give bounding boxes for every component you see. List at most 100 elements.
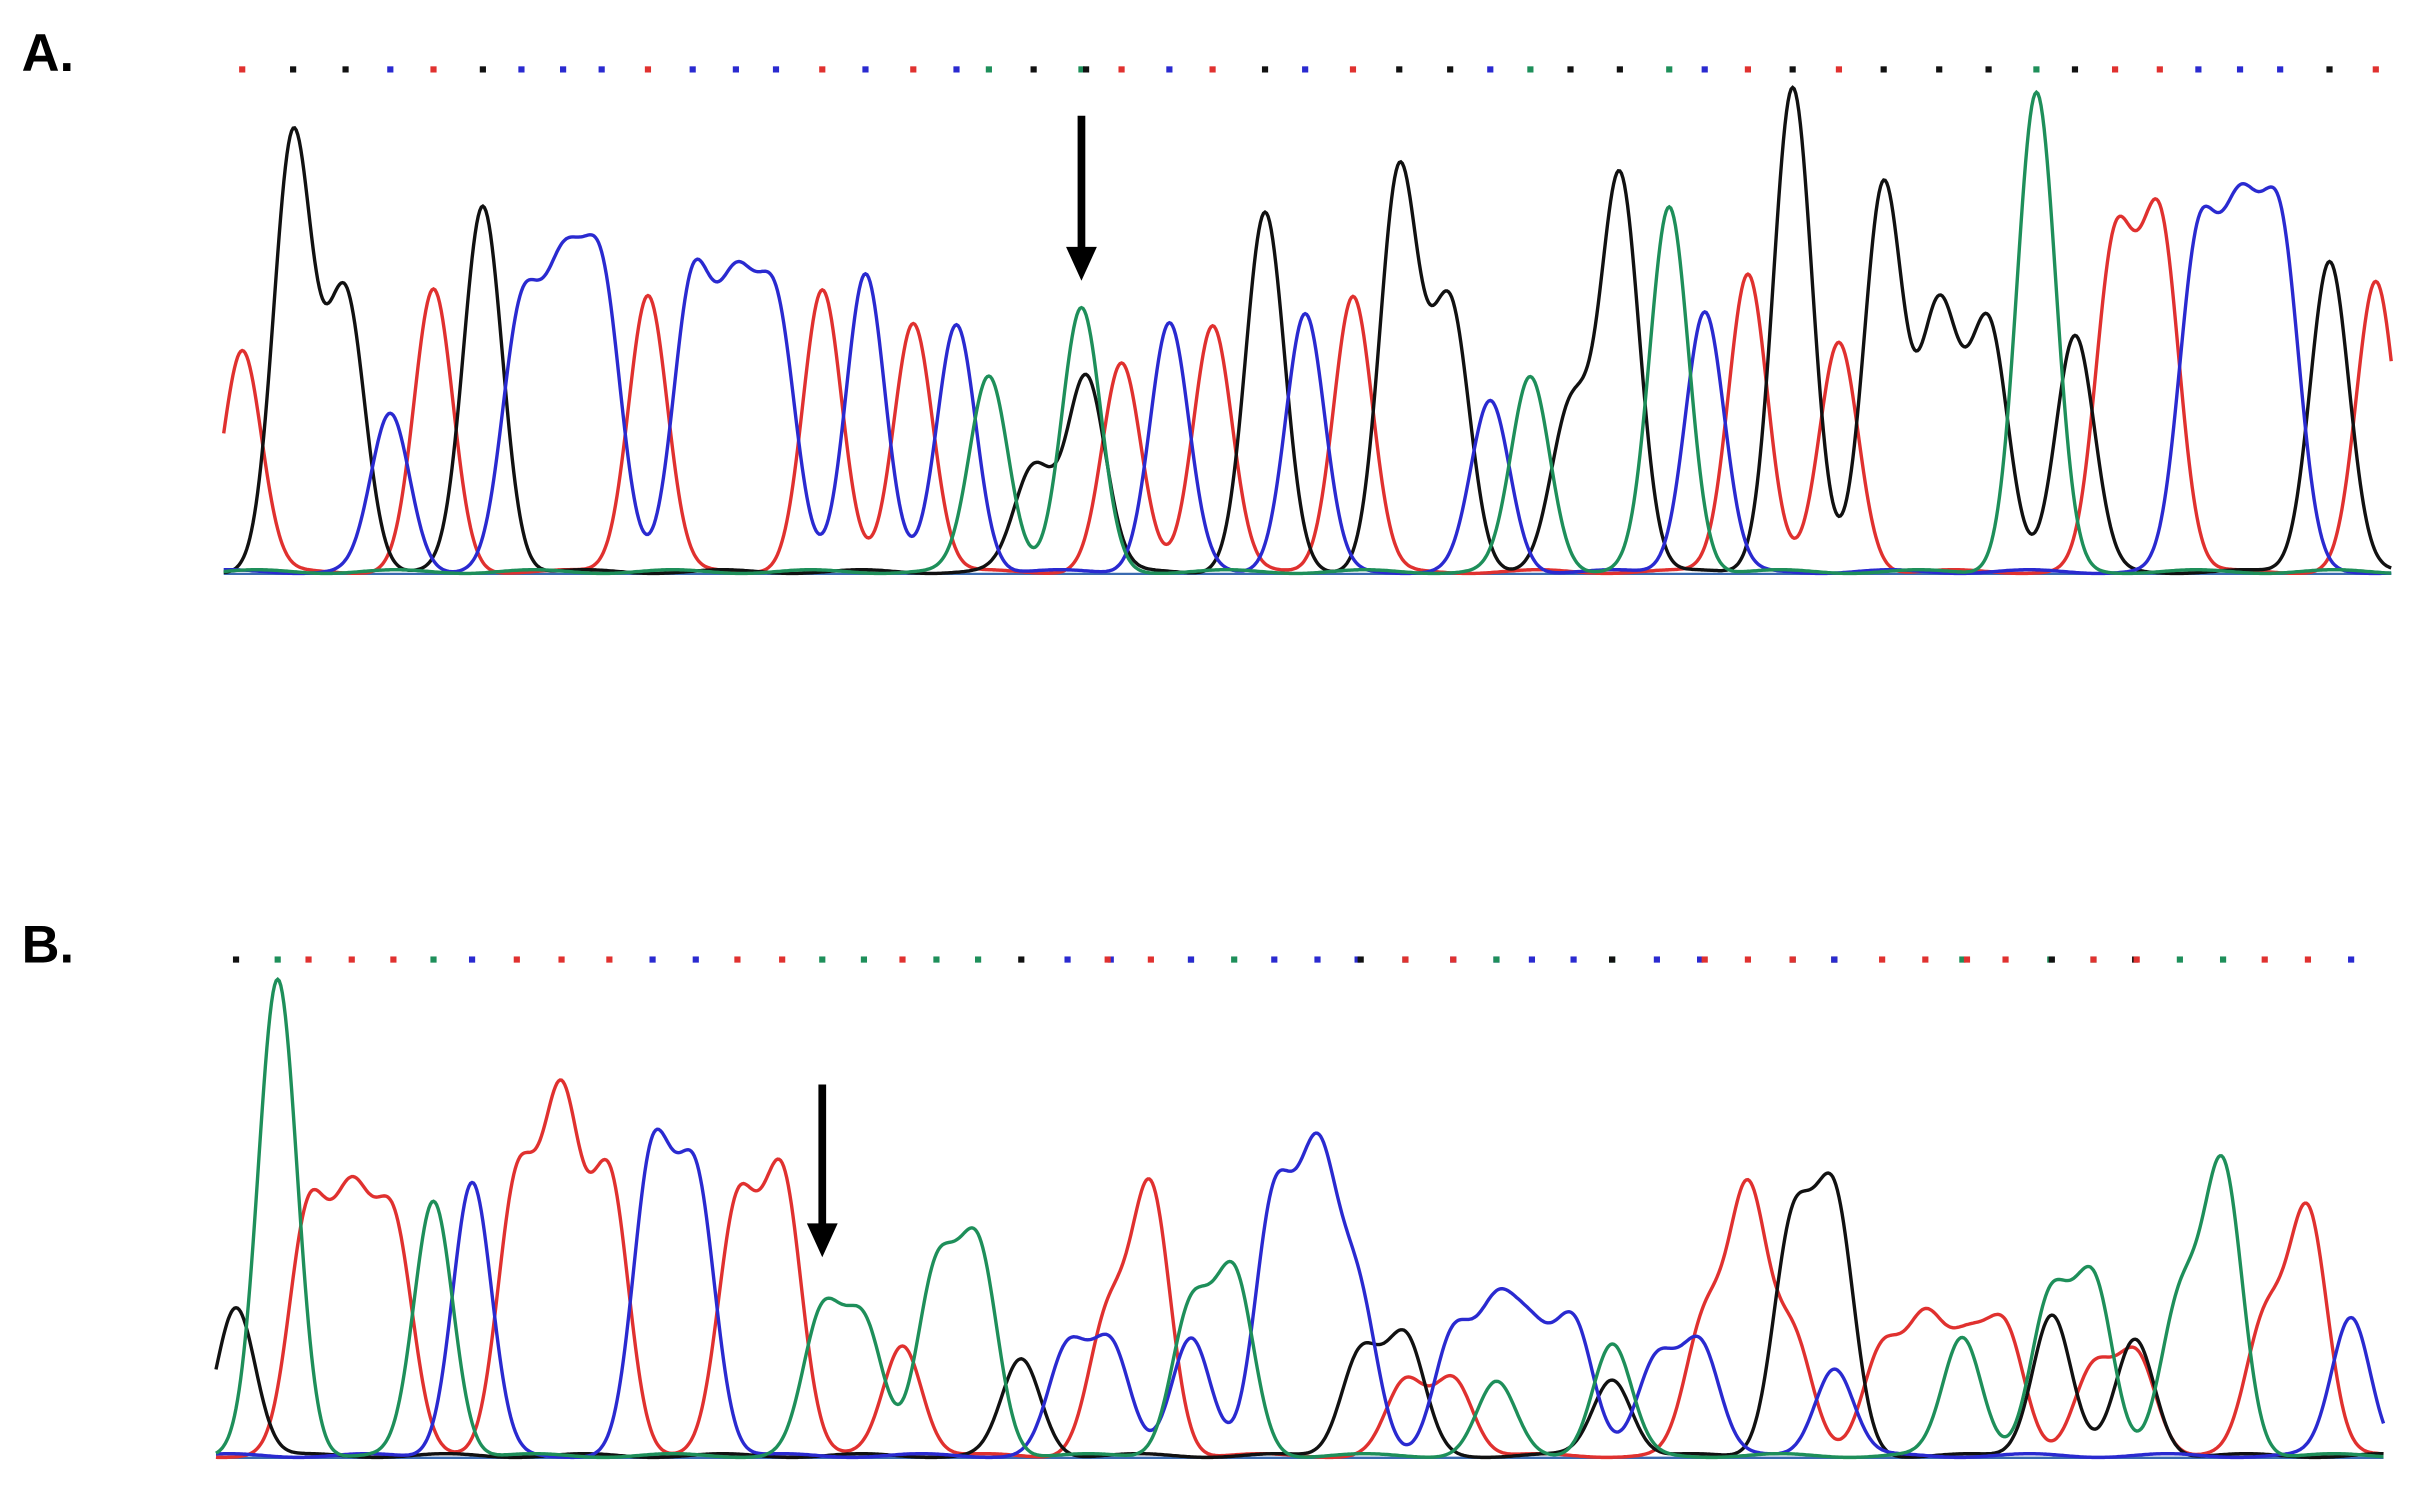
base-call	[1789, 956, 1796, 963]
base-call	[390, 956, 397, 963]
base-call	[2372, 66, 2379, 73]
panel-label: B.	[22, 917, 74, 975]
base-call	[1701, 956, 1708, 963]
trace-panel-a	[222, 66, 2393, 576]
trace	[215, 976, 2384, 1460]
base-call	[819, 956, 826, 963]
base-call	[2156, 66, 2163, 73]
base-call	[560, 66, 567, 73]
trace	[223, 182, 2392, 576]
base-call	[1528, 956, 1536, 963]
base-call	[1209, 66, 1216, 73]
base-call	[1396, 66, 1403, 73]
base-call	[734, 956, 741, 963]
trace	[222, 197, 2393, 576]
base-call	[2277, 66, 2284, 73]
base-call	[1666, 66, 1673, 73]
base-call	[1018, 956, 1025, 963]
base-call	[689, 66, 696, 73]
base-call	[1653, 956, 1660, 963]
base-call	[1302, 66, 1309, 73]
base-call	[305, 956, 312, 963]
base-call	[1936, 66, 1943, 73]
base-call	[1963, 956, 1971, 963]
base-call	[290, 66, 297, 73]
base-call	[468, 956, 476, 963]
base-call	[274, 956, 281, 963]
base-call	[598, 66, 605, 73]
base-call	[1985, 66, 1992, 73]
base-call	[2219, 956, 2227, 963]
base-call	[910, 66, 917, 73]
trace	[223, 89, 2392, 576]
arrow	[1066, 115, 1097, 281]
base-call	[1447, 66, 1454, 73]
base-call	[1831, 956, 1838, 963]
base-call	[430, 66, 437, 73]
base-call	[1922, 956, 1929, 963]
base-call	[2348, 956, 2355, 963]
base-call	[860, 956, 868, 963]
base-call	[513, 956, 520, 963]
base-call	[2071, 66, 2079, 73]
arrow	[806, 1084, 838, 1258]
base-call	[1357, 956, 1364, 963]
base-call	[772, 66, 780, 73]
base-call	[518, 66, 525, 73]
base-call	[1493, 956, 1500, 963]
base-call	[899, 956, 906, 963]
base-call	[1118, 66, 1125, 73]
base-call	[2304, 956, 2312, 963]
base-call	[1261, 66, 1269, 73]
base-call	[649, 956, 656, 963]
base-call	[953, 66, 960, 73]
trace	[214, 1171, 2384, 1460]
base-call	[558, 956, 565, 963]
base-call	[862, 66, 869, 73]
base-call	[1271, 956, 1278, 963]
base-call	[348, 956, 355, 963]
base-call	[2002, 956, 2009, 963]
base-call	[479, 66, 486, 73]
base-call	[387, 66, 394, 73]
base-call	[2195, 66, 2202, 73]
base-call	[644, 66, 652, 73]
base-call	[1616, 66, 1623, 73]
base-call	[1082, 66, 1090, 73]
base-call	[2048, 956, 2055, 963]
base-call	[2090, 956, 2097, 963]
base-call	[1030, 66, 1037, 73]
base-call	[1147, 956, 1154, 963]
base-call	[819, 66, 826, 73]
base-call	[1450, 956, 1457, 963]
base-call	[2326, 66, 2333, 73]
base-call	[2176, 956, 2183, 963]
base-call	[2111, 66, 2119, 73]
base-call	[1187, 956, 1195, 963]
base-call	[1567, 66, 1574, 73]
base-call	[239, 66, 246, 73]
base-call	[1078, 66, 1085, 73]
base-call	[1231, 956, 1238, 963]
base-call	[1835, 66, 1843, 73]
panel-label: A.	[22, 25, 74, 83]
base-call	[1959, 956, 1966, 963]
base-call	[2033, 66, 2040, 73]
base-call	[1697, 956, 1704, 963]
base-call	[1789, 66, 1796, 73]
base-call	[1064, 956, 1071, 963]
base-call	[606, 956, 613, 963]
base-call	[975, 956, 982, 963]
base-call	[430, 956, 437, 963]
base-call	[1314, 956, 1321, 963]
base-call	[1744, 66, 1751, 73]
base-call	[1487, 66, 1494, 73]
trace-panel-b	[214, 956, 2386, 1460]
base-call	[1744, 956, 1751, 963]
base-call	[1879, 956, 1886, 963]
base-call	[342, 66, 349, 73]
base-call	[933, 956, 940, 963]
base-call	[985, 66, 992, 73]
base-call	[1402, 956, 1409, 963]
